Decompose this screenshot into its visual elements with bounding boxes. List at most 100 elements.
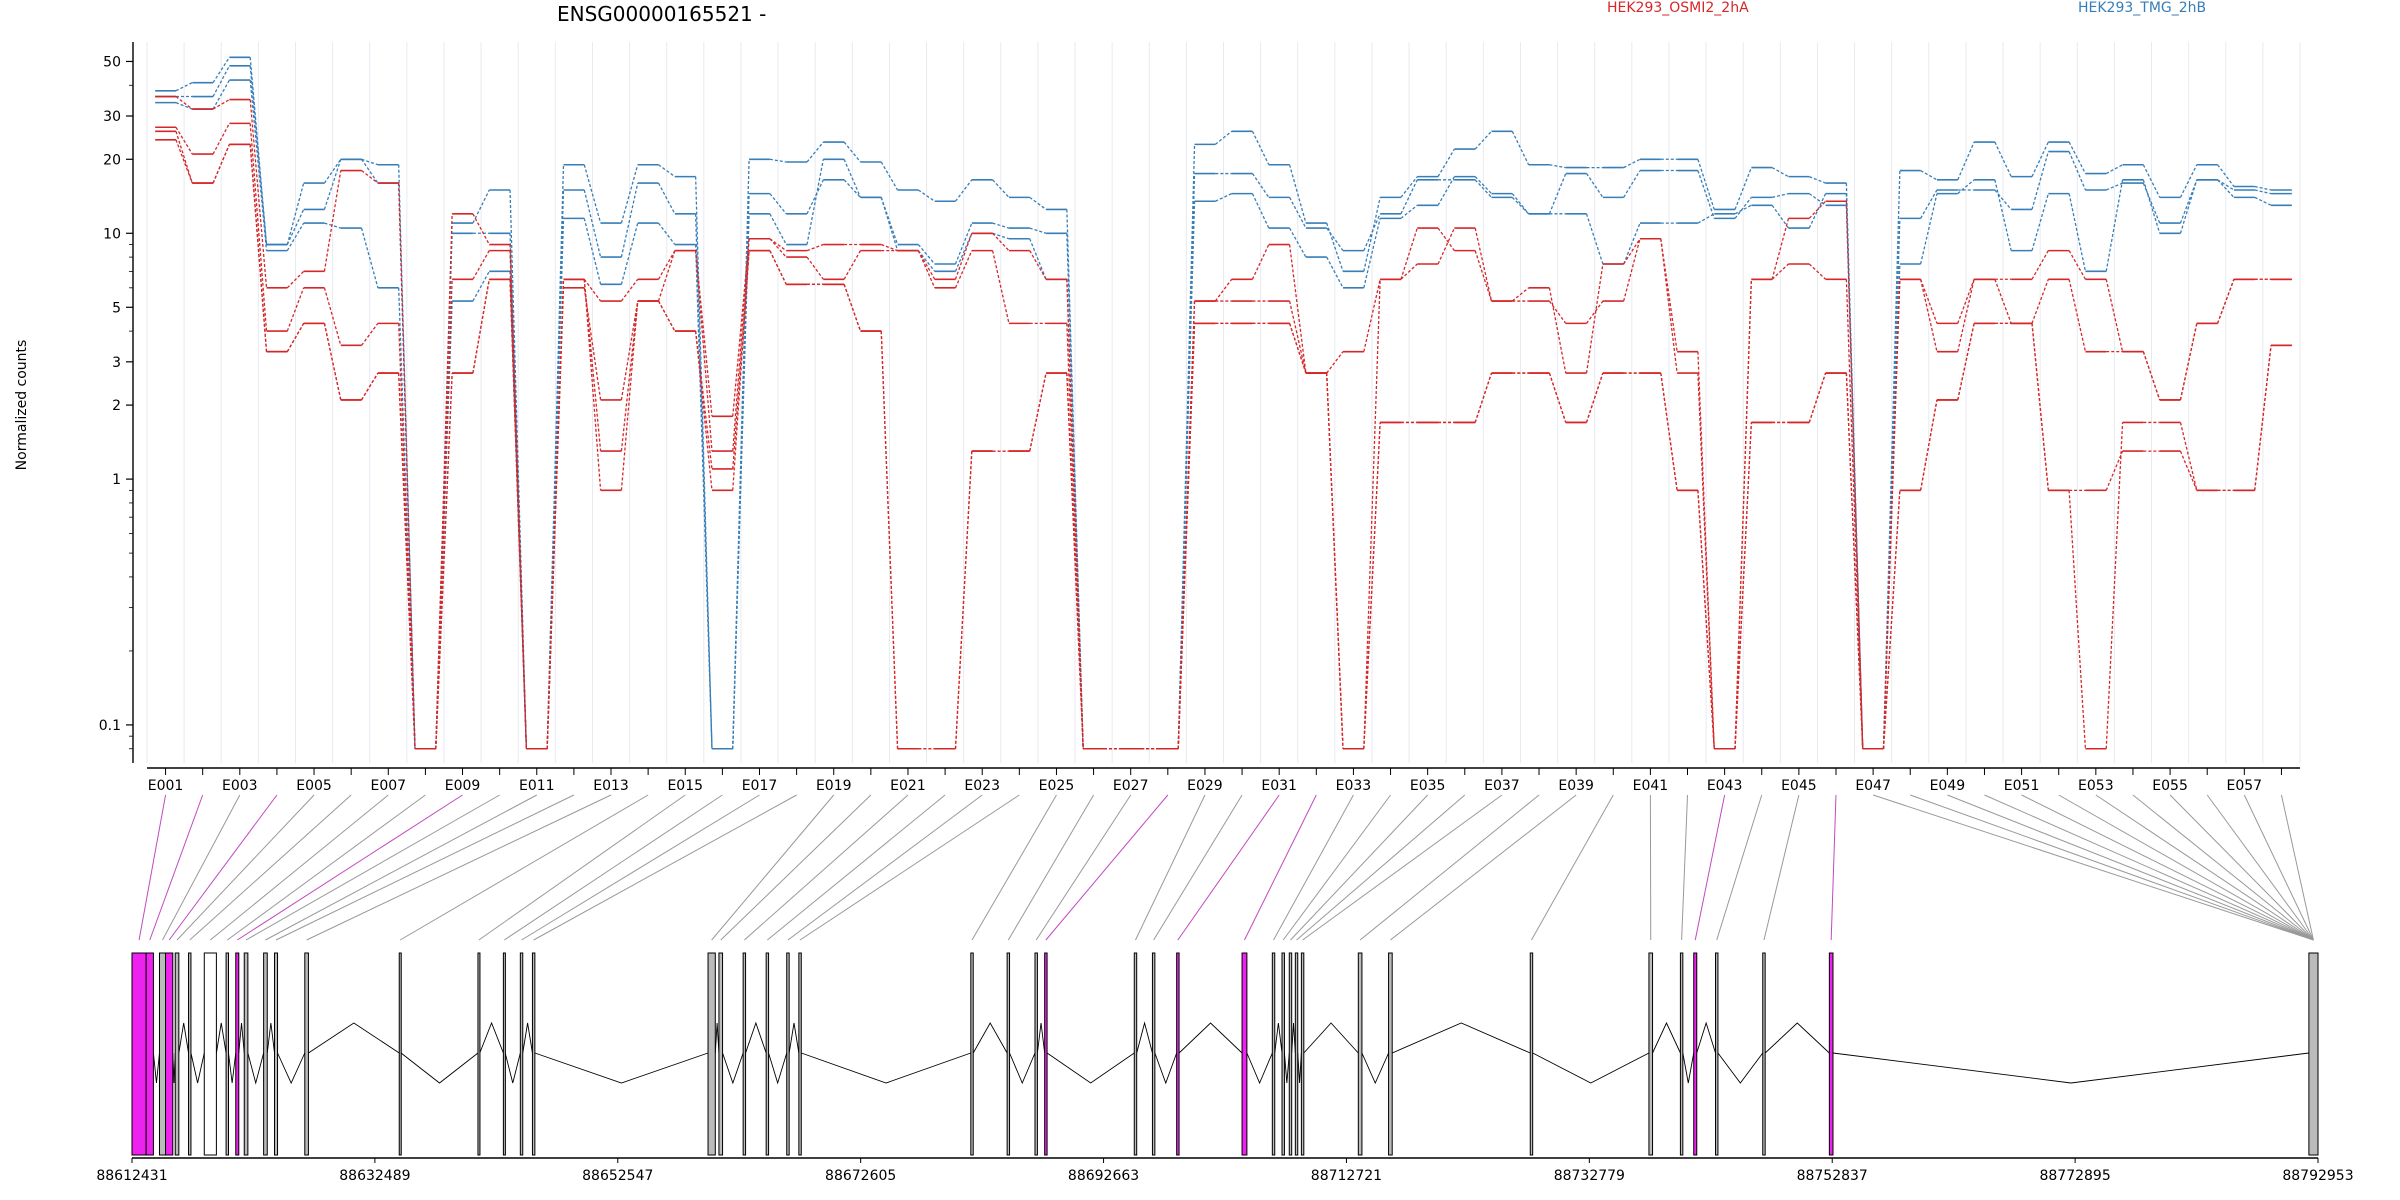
- genome-tick-label: 88672605: [825, 1168, 896, 1184]
- exon-transition: [398, 323, 416, 749]
- exon-transition: [992, 232, 1010, 252]
- exon-connector: [971, 794, 1057, 941]
- exon-connector: [1716, 794, 1763, 941]
- exon-transition: [2068, 250, 2087, 280]
- exon-transition: [2179, 164, 2198, 198]
- exon-transition: [286, 323, 305, 352]
- exon-transition: [1400, 263, 1418, 280]
- exon-transition: [880, 161, 899, 191]
- exon-transition: [1919, 279, 1938, 352]
- exon-transition: [620, 278, 639, 302]
- exon-block: [398, 952, 402, 1156]
- exon-transition: [1957, 323, 1975, 401]
- x-tick-label: E055: [2152, 778, 2188, 794]
- exon-block: [274, 952, 279, 1156]
- genome-tick-label: 88632489: [339, 1168, 410, 1184]
- exon-connector: [787, 794, 983, 941]
- exon-transition: [175, 96, 193, 110]
- exon-connector: [245, 794, 500, 941]
- intron-line: [1696, 1021, 1716, 1054]
- exon-block: [1294, 952, 1299, 1156]
- exon-transition: [2031, 250, 2049, 280]
- exon-connector: [744, 794, 909, 941]
- exon-transition: [361, 158, 379, 166]
- exon-transition: [992, 179, 1010, 198]
- exon-transition: [583, 164, 602, 224]
- series-lines: [155, 56, 2292, 750]
- exon-connector: [478, 794, 686, 941]
- y-tick-label: 30: [103, 109, 121, 125]
- exon-block: [1133, 952, 1138, 1156]
- exon-transition: [991, 250, 1010, 324]
- intron-line: [228, 1052, 237, 1084]
- exon-connector: [168, 794, 278, 941]
- exon-block: [502, 952, 506, 1156]
- genome-axis: 88612431 88632489 88652547 88672605 88692663…: [96, 1157, 2354, 1184]
- x-tick-label: E021: [890, 778, 926, 794]
- y-axis-label: Normalized counts: [14, 340, 30, 471]
- genome-tick-label: 88652547: [582, 1168, 653, 1184]
- exon-transition: [657, 250, 676, 280]
- exon-transition: [732, 250, 750, 491]
- intron-line: [1297, 1052, 1302, 1084]
- exon-block: [1693, 952, 1698, 1156]
- exon-block: [243, 952, 249, 1156]
- exon-transition: [1251, 193, 1270, 229]
- y-tick-label: 50: [103, 54, 121, 70]
- exon-transition: [1066, 373, 1084, 749]
- intron-line: [1178, 1022, 1243, 1054]
- exon-transition: [361, 170, 379, 184]
- exon-connector: [767, 794, 946, 941]
- exon-connector: [399, 794, 649, 941]
- exon-transition: [435, 213, 453, 749]
- exon-transition: [1474, 176, 1492, 195]
- exon-transition: [323, 170, 342, 272]
- x-tick-label: E029: [1187, 778, 1223, 794]
- exon-transition: [732, 238, 750, 452]
- exon-connector: [1244, 794, 1317, 941]
- exon-transition: [694, 331, 713, 470]
- exon-transition: [1326, 222, 1344, 272]
- exon-block: [1679, 952, 1684, 1156]
- exon-transition: [2031, 151, 2049, 210]
- exon-block: [304, 952, 309, 1156]
- exon-connector: [1872, 794, 2314, 941]
- exon-transition: [1029, 227, 1047, 234]
- exon-transition: [583, 278, 602, 302]
- exon-transition: [2068, 490, 2087, 749]
- exon-transition: [917, 250, 936, 289]
- exon-transition: [2254, 189, 2272, 195]
- exon-connector: [720, 794, 872, 941]
- exon-transition: [509, 279, 528, 749]
- exon-connector: [533, 794, 797, 941]
- exon-transition: [1882, 279, 1901, 749]
- exon-transition: [2142, 179, 2161, 234]
- intron-line: [788, 1022, 800, 1054]
- genome-tick-label: 88772895: [2039, 1168, 2110, 1184]
- y-tick-label: 10: [103, 226, 121, 242]
- exon-connector: [799, 794, 1020, 941]
- x-tick-label: E043: [1707, 778, 1743, 794]
- series-line: [155, 130, 2292, 750]
- exon-transition: [620, 301, 639, 491]
- exon-transition: [1771, 192, 1789, 198]
- exon-connector: [1273, 794, 1354, 941]
- exon-transition: [1623, 170, 1641, 198]
- exon-transition: [1920, 169, 1938, 181]
- exon-transition: [2179, 323, 2198, 401]
- exon-transition: [175, 102, 193, 110]
- exon-block: [519, 952, 524, 1156]
- x-tick-label: E051: [2004, 778, 2040, 794]
- exon-transition: [1029, 372, 1047, 452]
- exon-transition: [620, 164, 639, 224]
- x-tick-label: E027: [1113, 778, 1149, 794]
- x-tick-label: E057: [2227, 778, 2263, 794]
- exon-transition: [212, 123, 230, 155]
- exon-transition: [583, 279, 602, 491]
- exon-transition: [175, 82, 193, 92]
- exon-transition: [1363, 279, 1381, 352]
- exon-transition: [1697, 373, 1715, 749]
- intron-line: [308, 1022, 400, 1054]
- exon-transition: [1251, 130, 1270, 166]
- exon-transition: [1363, 279, 1381, 749]
